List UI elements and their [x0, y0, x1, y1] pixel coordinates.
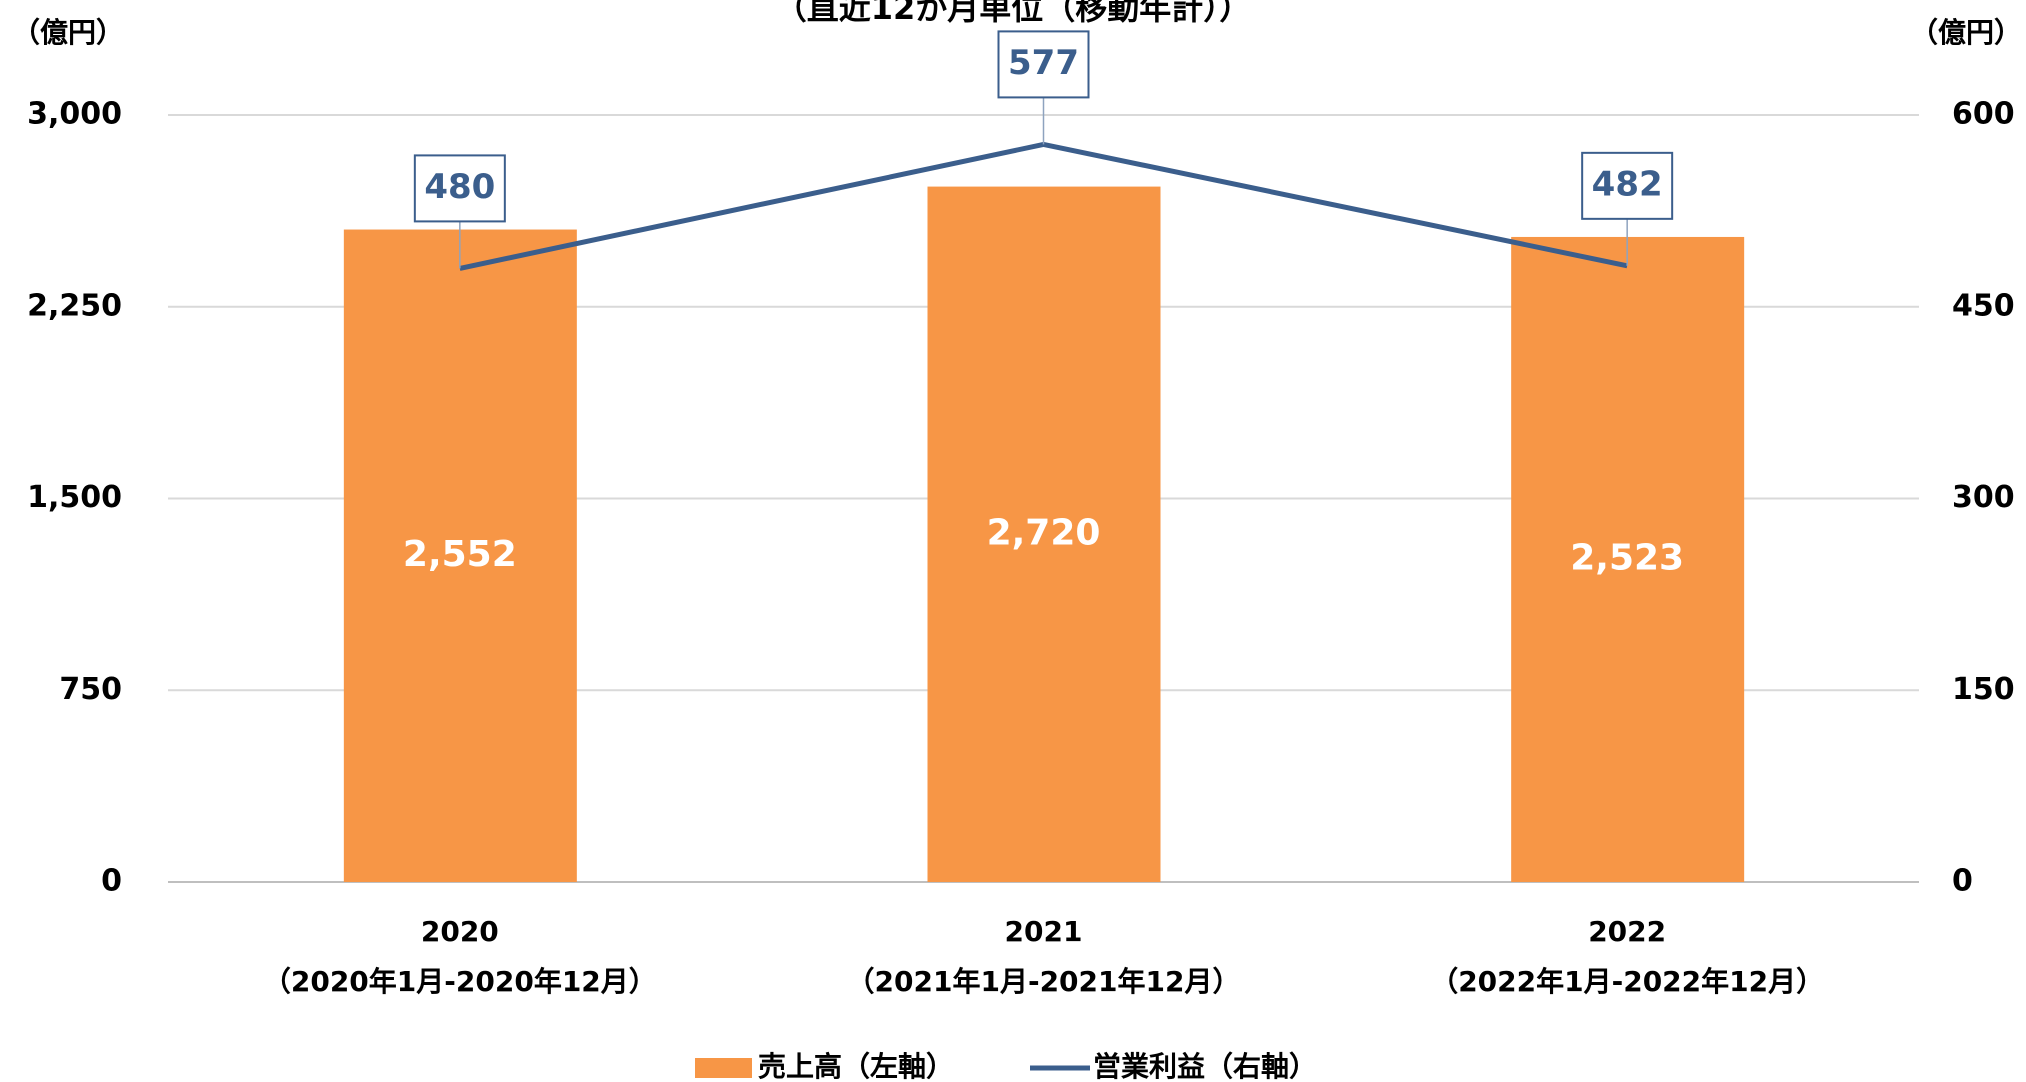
- bar-value-label: 2,523: [1570, 537, 1684, 578]
- x-tick-sublabel: （2021年1月-2021年12月）: [847, 965, 1241, 998]
- y2-tick-label: 0: [1952, 864, 1973, 899]
- x-tick-label: 2021: [1005, 915, 1083, 948]
- y2-tick-label: 300: [1952, 480, 2015, 515]
- legend-label: 売上高（左軸）: [758, 1050, 954, 1082]
- y-tick-label: 3,000: [27, 97, 122, 132]
- bar-value-label: 2,720: [987, 512, 1101, 553]
- y2-tick-label: 150: [1952, 672, 2015, 707]
- y-tick-label: 750: [59, 672, 122, 707]
- y2-tick-label: 600: [1952, 97, 2015, 132]
- y-axis-label: （億円）: [12, 16, 124, 49]
- x-tick-label: 2020: [421, 915, 499, 948]
- bar-value-label: 2,552: [403, 534, 517, 575]
- label-box: [997, 30, 1090, 99]
- line-value-label: 482: [1592, 164, 1663, 204]
- legend-label: 営業利益（右軸）: [1093, 1050, 1317, 1082]
- line-value-label: 480: [424, 167, 495, 207]
- x-tick-sublabel: （2020年1月-2020年12月）: [263, 965, 657, 998]
- y-tick-label: 2,250: [27, 288, 122, 323]
- label-box: [413, 154, 506, 223]
- label-box: [1581, 151, 1674, 220]
- y-tick-label: 1,500: [27, 480, 122, 515]
- x-tick-sublabel: （2022年1月-2022年12月）: [1430, 965, 1824, 998]
- legend-swatch: [695, 1058, 752, 1078]
- chart-title: （直近12か月単位（移動年計））: [775, 0, 1252, 27]
- bar: [927, 186, 1161, 882]
- line-value-label: 577: [1008, 43, 1079, 83]
- x-tick-label: 2022: [1588, 915, 1666, 948]
- bar: [1511, 236, 1745, 882]
- y2-tick-label: 450: [1952, 288, 2015, 323]
- y-tick-label: 0: [101, 864, 122, 899]
- y2-axis-label: （億円）: [1910, 16, 2022, 49]
- bar: [343, 229, 577, 882]
